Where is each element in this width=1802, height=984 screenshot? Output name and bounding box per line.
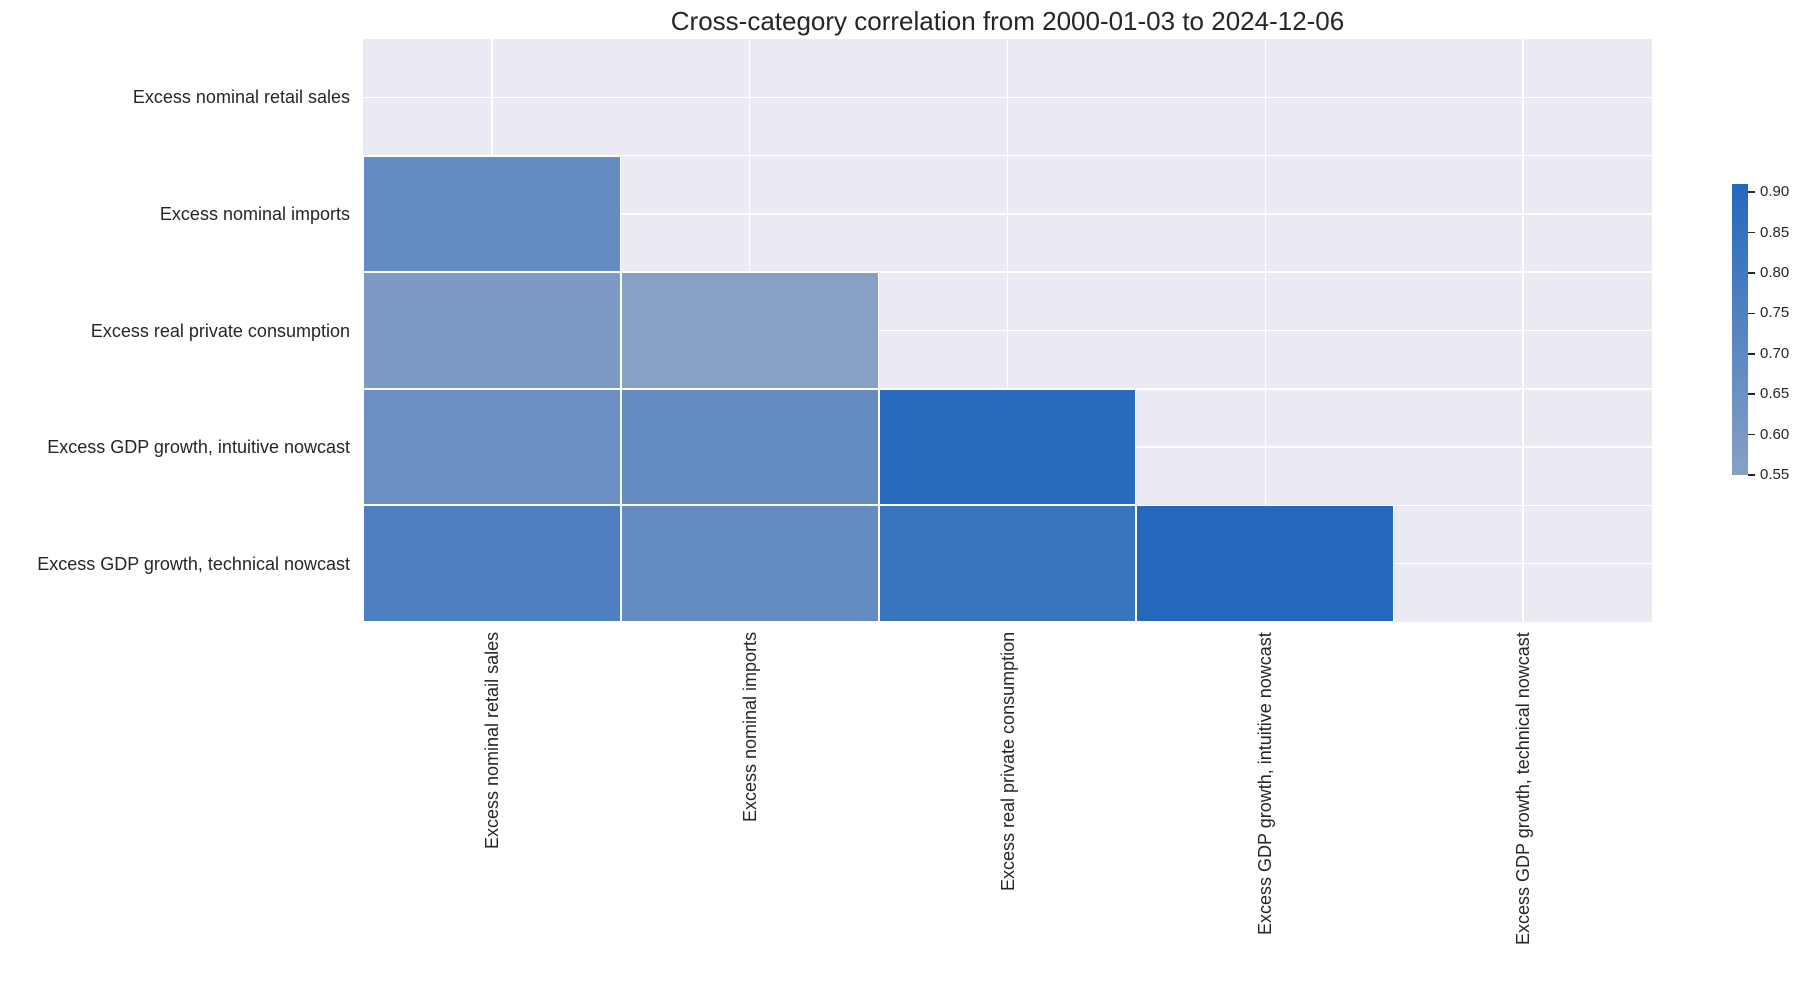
- heatmap-cell: [363, 505, 621, 622]
- heatmap-cell: [1136, 505, 1395, 622]
- gridline-horizontal: [363, 271, 1652, 273]
- colorbar-tick-label: 0.90: [1760, 183, 1790, 201]
- heatmap-cell: [363, 272, 621, 389]
- colorbar-tick-mark: [1748, 474, 1755, 476]
- colorbar-tick-mark: [1748, 231, 1755, 234]
- y-tick-label: Excess nominal retail sales: [132, 87, 350, 108]
- y-tick-label: Excess nominal imports: [159, 203, 350, 224]
- chart-title: Cross-category correlation from 2000-01-…: [670, 6, 1345, 36]
- colorbar-tick-label: 0.55: [1760, 466, 1790, 483]
- colorbar-tick-label: 0.60: [1760, 425, 1790, 443]
- colorbar-tick-mark: [1748, 433, 1755, 436]
- x-tick-label: Excess GDP growth, technical nowcast: [1513, 632, 1534, 945]
- x-tick-label: Excess nominal imports: [739, 631, 760, 822]
- colorbar-tick-label: 0.75: [1760, 304, 1790, 322]
- gridline-vertical: [1522, 39, 1524, 622]
- colorbar: [1732, 184, 1748, 475]
- colorbar-tick-label: 0.80: [1760, 263, 1790, 281]
- x-tick-label: Excess GDP growth, intuitive nowcast: [1255, 632, 1276, 935]
- heatmap-cell: [363, 388, 621, 506]
- gridline-horizontal: [363, 329, 1652, 332]
- y-tick-label: Excess GDP growth, technical nowcast: [37, 553, 350, 574]
- heatmap-cell: [620, 388, 879, 506]
- heatmap-cell: [620, 505, 879, 622]
- x-tick-label: Excess real private consumption: [997, 631, 1018, 891]
- heatmap-cell: [878, 505, 1137, 622]
- heatmap-cell: [878, 388, 1137, 506]
- colorbar-tick-label: 0.85: [1760, 223, 1790, 241]
- colorbar-tick-mark: [1748, 272, 1755, 274]
- colorbar-tick-label: 0.70: [1760, 344, 1790, 362]
- colorbar-tick-label: 0.65: [1760, 385, 1790, 403]
- x-tick-label: Excess nominal retail sales: [481, 631, 502, 849]
- heatmap-plot-area: [363, 39, 1652, 622]
- colorbar-tick-mark: [1748, 393, 1755, 395]
- colorbar-tick-mark: [1748, 353, 1755, 355]
- colorbar-tick-mark: [1748, 312, 1755, 315]
- y-tick-label: Excess real private consumption: [90, 320, 350, 341]
- gridline-vertical: [1264, 39, 1267, 622]
- y-tick-label: Excess GDP growth, intuitive nowcast: [47, 437, 350, 458]
- heatmap-cell: [363, 155, 621, 273]
- colorbar-tick-mark: [1748, 191, 1755, 193]
- heatmap-cell: [620, 272, 879, 389]
